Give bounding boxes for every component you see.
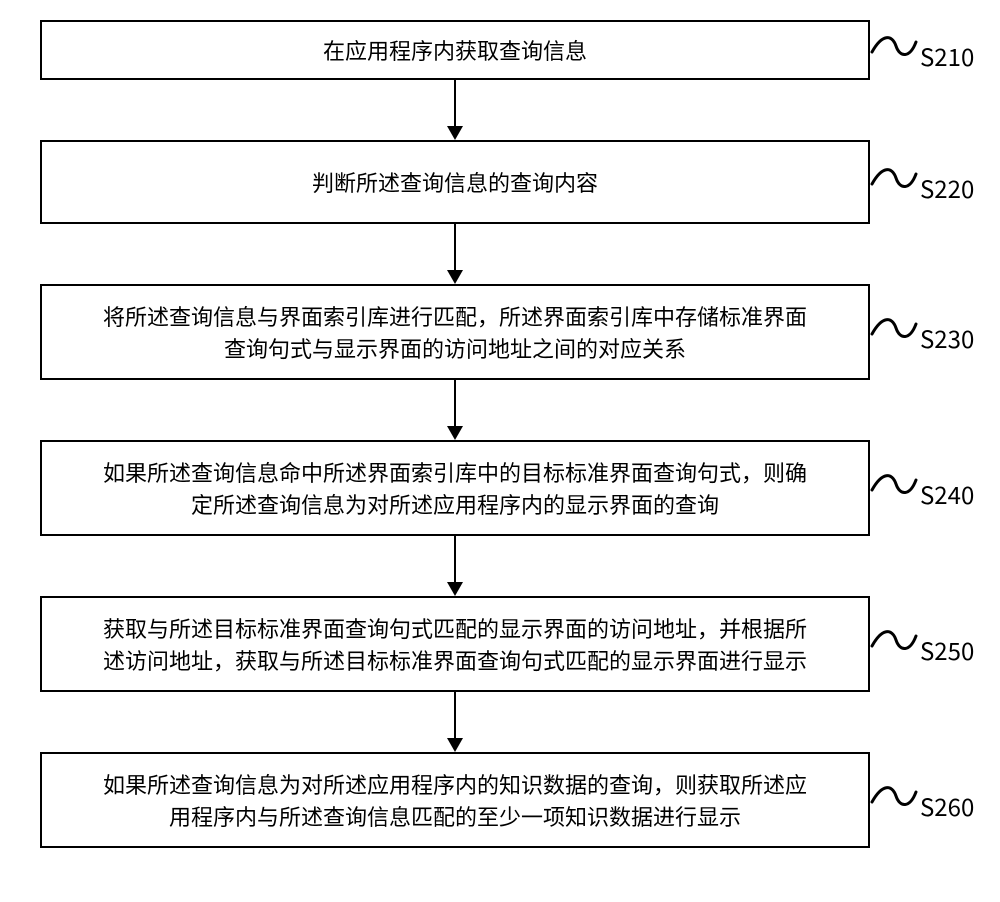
step-label-s220: S220: [920, 170, 974, 205]
connector-tilde: [870, 782, 918, 810]
connector-tilde: [870, 470, 918, 498]
flow-step-s250: 获取与所述目标标准界面查询句式匹配的显示界面的访问地址，并根据所 述访问地址，获…: [40, 596, 870, 692]
arrow-head-icon: [447, 426, 463, 440]
arrow-s220-to-s230: [454, 224, 456, 270]
step-label-s250: S250: [920, 632, 974, 667]
flow-step-text: 获取与所述目标标准界面查询句式匹配的显示界面的访问地址，并根据所 述访问地址，获…: [103, 612, 807, 676]
arrow-s230-to-s240: [454, 380, 456, 426]
arrow-head-icon: [447, 738, 463, 752]
flow-step-s210: 在应用程序内获取查询信息: [40, 20, 870, 80]
flow-step-text: 如果所述查询信息命中所述界面索引库中的目标标准界面查询句式，则确 定所述查询信息…: [103, 456, 807, 520]
connector-tilde: [870, 626, 918, 654]
flow-step-text: 将所述查询信息与界面索引库进行匹配，所述界面索引库中存储标准界面 查询句式与显示…: [103, 300, 807, 364]
flowchart-canvas: 在应用程序内获取查询信息 S210 判断所述查询信息的查询内容 S220 将所述查询信息…: [0, 0, 1000, 902]
step-label-s260: S260: [920, 788, 974, 823]
connector-tilde: [870, 32, 918, 60]
step-label-s230: S230: [920, 320, 974, 355]
arrow-head-icon: [447, 270, 463, 284]
flow-step-s220: 判断所述查询信息的查询内容: [40, 140, 870, 224]
flow-step-text: 判断所述查询信息的查询内容: [312, 166, 598, 198]
connector-tilde: [870, 164, 918, 192]
arrow-head-icon: [447, 126, 463, 140]
flow-step-s230: 将所述查询信息与界面索引库进行匹配，所述界面索引库中存储标准界面 查询句式与显示…: [40, 284, 870, 380]
arrow-s240-to-s250: [454, 536, 456, 582]
connector-tilde: [870, 314, 918, 342]
flow-step-text: 在应用程序内获取查询信息: [323, 34, 587, 66]
flow-step-text: 如果所述查询信息为对所述应用程序内的知识数据的查询，则获取所述应 用程序内与所述…: [103, 768, 807, 832]
arrow-s210-to-s220: [454, 80, 456, 126]
arrow-head-icon: [447, 582, 463, 596]
step-label-s240: S240: [920, 476, 974, 511]
arrow-s250-to-s260: [454, 692, 456, 738]
step-label-s210: S210: [920, 38, 974, 73]
flow-step-s260: 如果所述查询信息为对所述应用程序内的知识数据的查询，则获取所述应 用程序内与所述…: [40, 752, 870, 848]
flow-step-s240: 如果所述查询信息命中所述界面索引库中的目标标准界面查询句式，则确 定所述查询信息…: [40, 440, 870, 536]
